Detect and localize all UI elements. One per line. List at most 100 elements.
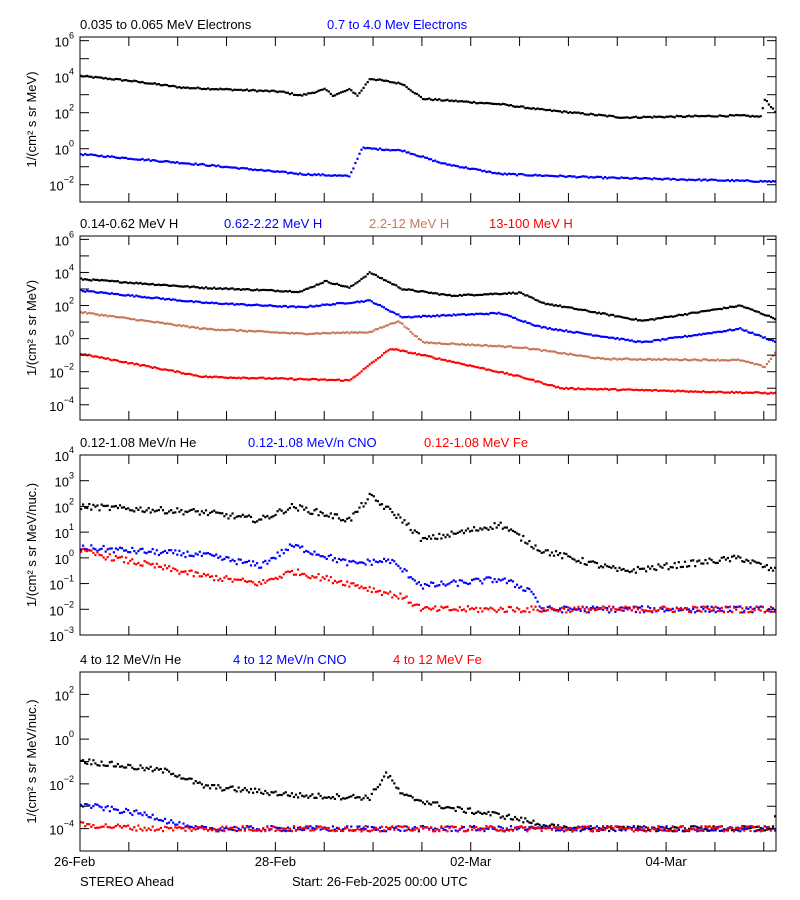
- data-point: [86, 153, 89, 156]
- data-point: [632, 606, 635, 609]
- data-point: [206, 552, 210, 555]
- data-point: [421, 801, 425, 804]
- data-point: [602, 828, 605, 832]
- data-point: [419, 825, 422, 828]
- data-point: [591, 388, 594, 391]
- data-point: [372, 558, 375, 561]
- data-point: [622, 567, 625, 571]
- data-point: [554, 386, 558, 389]
- data-point: [307, 92, 310, 95]
- data-point: [526, 377, 529, 381]
- data-point: [436, 609, 439, 613]
- data-point: [319, 304, 322, 307]
- data-point: [157, 565, 160, 568]
- data-point: [567, 175, 570, 178]
- data-point: [135, 563, 138, 566]
- data-point: [706, 358, 709, 361]
- data-point: [481, 170, 484, 173]
- data-point: [507, 291, 510, 294]
- data-point: [720, 829, 723, 832]
- data-point: [127, 317, 130, 320]
- data-point: [223, 830, 226, 833]
- data-point: [186, 510, 189, 514]
- data-point: [552, 384, 556, 388]
- data-point: [143, 159, 146, 162]
- data-point: [143, 560, 146, 563]
- data-point: [769, 829, 773, 832]
- data-point: [391, 283, 394, 286]
- data-point: [419, 338, 422, 341]
- data-point: [665, 562, 668, 565]
- data-point: [477, 610, 480, 613]
- data-point: [335, 829, 339, 832]
- data-point: [247, 514, 251, 517]
- data-point: [774, 815, 776, 818]
- data-point: [503, 103, 506, 106]
- data-point: [213, 554, 216, 557]
- data-point: [712, 331, 715, 334]
- data-point: [329, 282, 332, 285]
- data-point: [282, 512, 285, 515]
- data-point: [114, 547, 117, 550]
- data-point: [606, 177, 609, 180]
- data-point: [569, 352, 572, 355]
- data-point: [485, 576, 488, 579]
- data-point: [364, 147, 367, 150]
- data-point: [618, 606, 621, 609]
- data-point: [311, 575, 314, 578]
- data-point: [262, 579, 265, 582]
- data-point: [346, 826, 349, 829]
- data-point: [546, 609, 549, 612]
- data-point: [735, 826, 738, 829]
- data-point: [186, 573, 189, 576]
- data-point: [536, 348, 539, 351]
- data-point: [258, 376, 261, 379]
- data-point: [606, 826, 609, 829]
- data-point: [589, 825, 592, 828]
- data-point: [239, 302, 242, 306]
- data-point: [722, 828, 725, 831]
- data-point: [166, 822, 169, 825]
- data-point: [190, 373, 193, 376]
- data-point: [245, 580, 248, 583]
- data-point: [485, 344, 488, 347]
- data-point: [225, 302, 228, 305]
- data-point: [677, 828, 680, 831]
- data-point: [170, 819, 173, 822]
- data-point: [366, 558, 369, 561]
- data-point: [642, 611, 646, 614]
- data-point: [487, 293, 490, 296]
- data-point: [245, 825, 248, 829]
- data-point: [170, 298, 173, 301]
- data-point: [583, 825, 586, 828]
- data-point: [276, 90, 279, 94]
- data-point: [202, 301, 205, 305]
- data-point: [94, 278, 97, 281]
- data-point: [704, 825, 707, 829]
- data-point: [466, 293, 470, 296]
- data-point: [563, 826, 566, 830]
- data-point: [464, 166, 467, 169]
- data-point: [460, 825, 463, 828]
- data-point: [503, 526, 506, 529]
- data-point: [176, 324, 179, 327]
- data-point: [690, 559, 693, 562]
- data-point: [563, 607, 566, 610]
- data-point: [196, 374, 199, 378]
- data-point: [731, 826, 734, 829]
- data-point: [608, 611, 611, 614]
- data-point: [749, 180, 752, 183]
- data-point: [288, 289, 291, 292]
- data-point: [724, 307, 727, 310]
- data-point: [335, 561, 339, 564]
- data-point: [153, 321, 156, 324]
- data-point: [96, 764, 99, 767]
- data-point: [751, 608, 754, 611]
- data-point: [579, 388, 582, 391]
- data-point: [299, 826, 302, 829]
- data-point: [649, 389, 652, 392]
- data-point: [696, 830, 699, 833]
- data-point: [642, 177, 646, 180]
- data-point: [86, 289, 89, 292]
- data-point: [397, 825, 400, 828]
